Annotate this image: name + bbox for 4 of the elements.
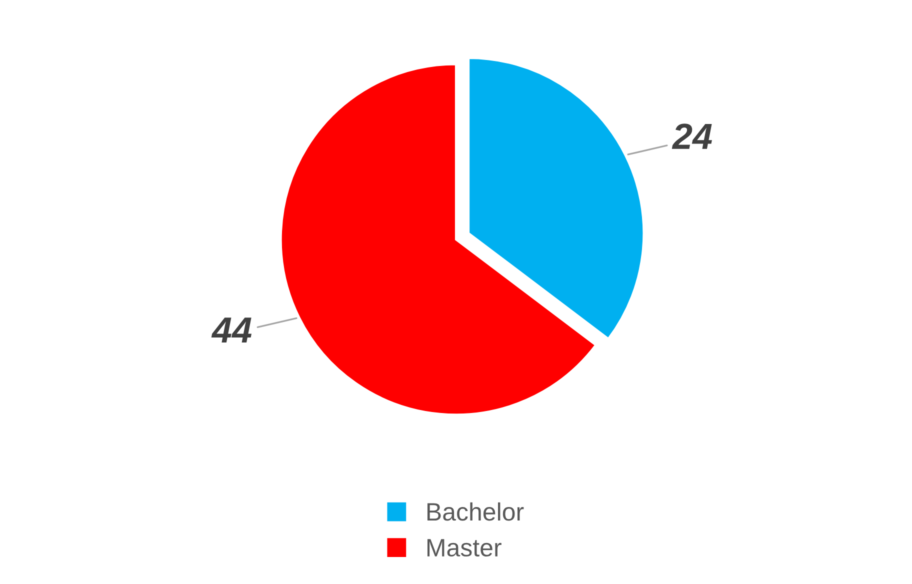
data-label: 24 xyxy=(672,124,712,149)
data-label: 44 xyxy=(211,318,252,342)
legend-label: Master xyxy=(427,539,502,557)
legend-label: Bachelor xyxy=(427,502,524,521)
